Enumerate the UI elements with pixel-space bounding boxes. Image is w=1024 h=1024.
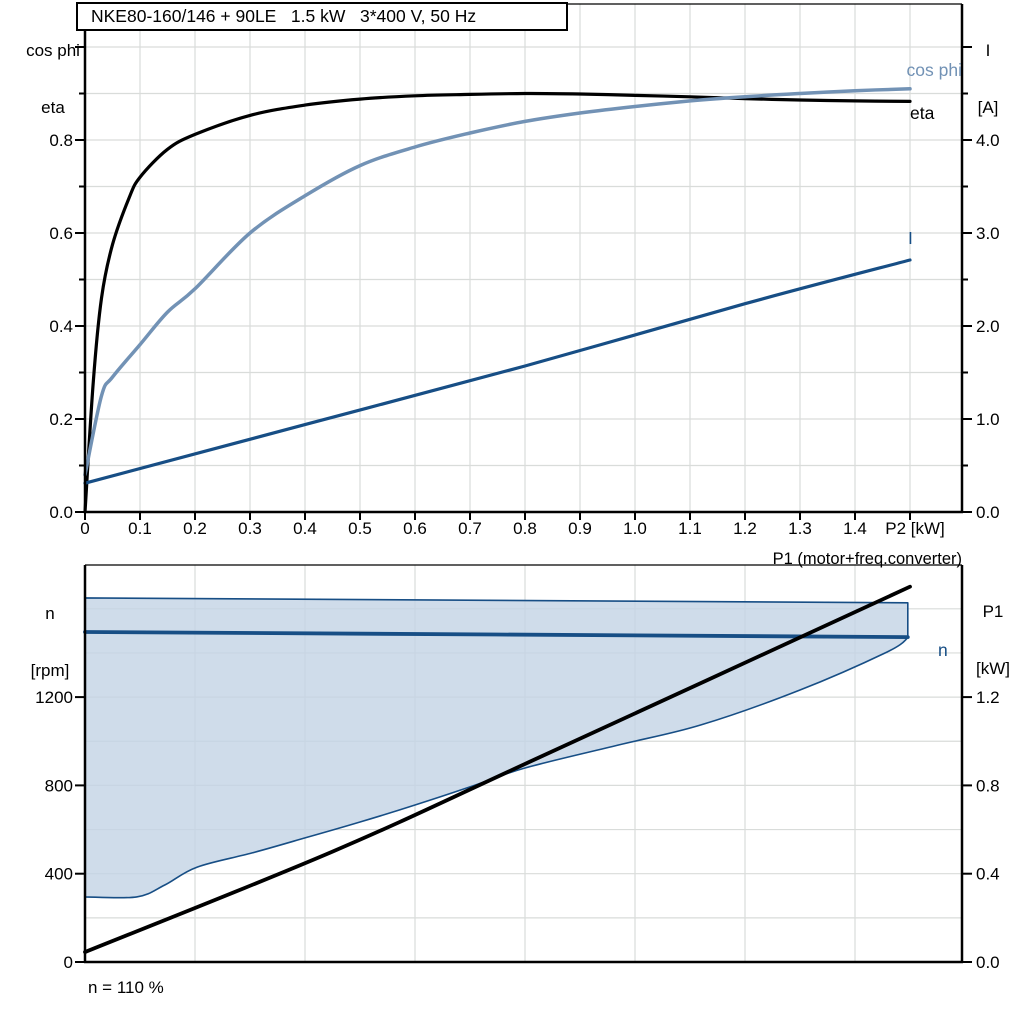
svg-text:0.2: 0.2	[183, 519, 207, 538]
current-curve-label: I	[908, 228, 913, 248]
curve-I	[83, 258, 912, 485]
svg-text:1.0: 1.0	[976, 410, 1000, 429]
speed-percentage-footnote: n = 110 %	[88, 978, 164, 997]
svg-text:0.8: 0.8	[976, 776, 1000, 795]
svg-text:0.6: 0.6	[403, 519, 427, 538]
top-chart-gridlines	[85, 4, 962, 512]
top-chart-axes: 0.0 0.2 0.4 0.6 0.8 0.0 1.0 2.0 3.0 4.0 0 0.1 0.2 0.3…	[49, 3, 1000, 538]
p1-curve-label: P1 (motor+freq.converter)	[772, 550, 962, 568]
svg-text:0.9: 0.9	[568, 519, 592, 538]
svg-text:0.0: 0.0	[976, 503, 1000, 522]
svg-text:2.0: 2.0	[976, 317, 1000, 336]
top-chart-curves	[83, 87, 912, 514]
svg-text:0.5: 0.5	[348, 519, 372, 538]
n-curve-label: n	[938, 640, 948, 660]
eta-curve-label: eta	[910, 103, 935, 123]
axis-title-current: I	[985, 41, 991, 60]
svg-text:0: 0	[64, 953, 73, 972]
svg-text:0.4: 0.4	[293, 519, 317, 538]
axis-title-p1-unit: [kW]	[976, 659, 1010, 678]
svg-text:0.7: 0.7	[458, 519, 482, 538]
svg-text:1.4: 1.4	[843, 519, 867, 538]
curve-cos-phi	[83, 87, 912, 477]
top-left-axis-title: cos phi eta	[8, 3, 98, 155]
axis-title-cos-phi: cos phi	[26, 41, 80, 60]
svg-text:1.2: 1.2	[976, 688, 1000, 707]
svg-text:0.6: 0.6	[49, 224, 73, 243]
svg-text:800: 800	[45, 776, 73, 795]
speed-envelope	[84, 597, 909, 899]
svg-text:0: 0	[80, 519, 89, 538]
axis-title-speed-unit: [rpm]	[30, 661, 70, 680]
svg-text:3.0: 3.0	[976, 224, 1000, 243]
cos-phi-curve-label: cos phi	[906, 60, 962, 80]
svg-text:1.1: 1.1	[678, 519, 702, 538]
svg-text:0.4: 0.4	[976, 865, 1000, 884]
svg-text:0.0: 0.0	[976, 953, 1000, 972]
bottom-chart-curves	[83, 584, 912, 954]
svg-text:0.2: 0.2	[49, 410, 73, 429]
curve-n	[83, 630, 910, 639]
svg-text:0.3: 0.3	[238, 519, 262, 538]
svg-text:0.8: 0.8	[513, 519, 537, 538]
chart-title-box: NKE80-160/146 + 90LE 1.5 kW 3*400 V, 50 …	[76, 2, 568, 31]
svg-text:1.3: 1.3	[788, 519, 812, 538]
svg-text:400: 400	[45, 865, 73, 884]
svg-text:0.0: 0.0	[49, 503, 73, 522]
axis-title-p1: P1	[982, 602, 1004, 621]
bottom-right-axis-title: P1 [kW]	[962, 564, 1024, 716]
bottom-chart-axes: 0 400 800 1200 0.0 0.4 0.8 1.2	[35, 564, 1000, 972]
svg-text:0.8: 0.8	[49, 131, 73, 150]
axis-title-eta: eta	[41, 98, 65, 117]
svg-text:P2 [kW]: P2 [kW]	[885, 519, 945, 538]
speed-envelope-area	[84, 597, 909, 899]
axis-title-current-unit: [A]	[977, 98, 999, 117]
svg-text:1.0: 1.0	[623, 519, 647, 538]
curve-P1-motor-freq-converter-	[83, 584, 912, 954]
svg-text:4.0: 4.0	[976, 131, 1000, 150]
axis-title-speed: n	[45, 604, 55, 623]
svg-text:0.4: 0.4	[49, 317, 73, 336]
svg-text:0.1: 0.1	[128, 519, 152, 538]
bottom-left-axis-title: n [rpm]	[10, 566, 90, 718]
svg-text:1.2: 1.2	[733, 519, 757, 538]
svg-text:1200: 1200	[35, 688, 73, 707]
top-right-axis-title: I [A]	[958, 3, 1018, 155]
